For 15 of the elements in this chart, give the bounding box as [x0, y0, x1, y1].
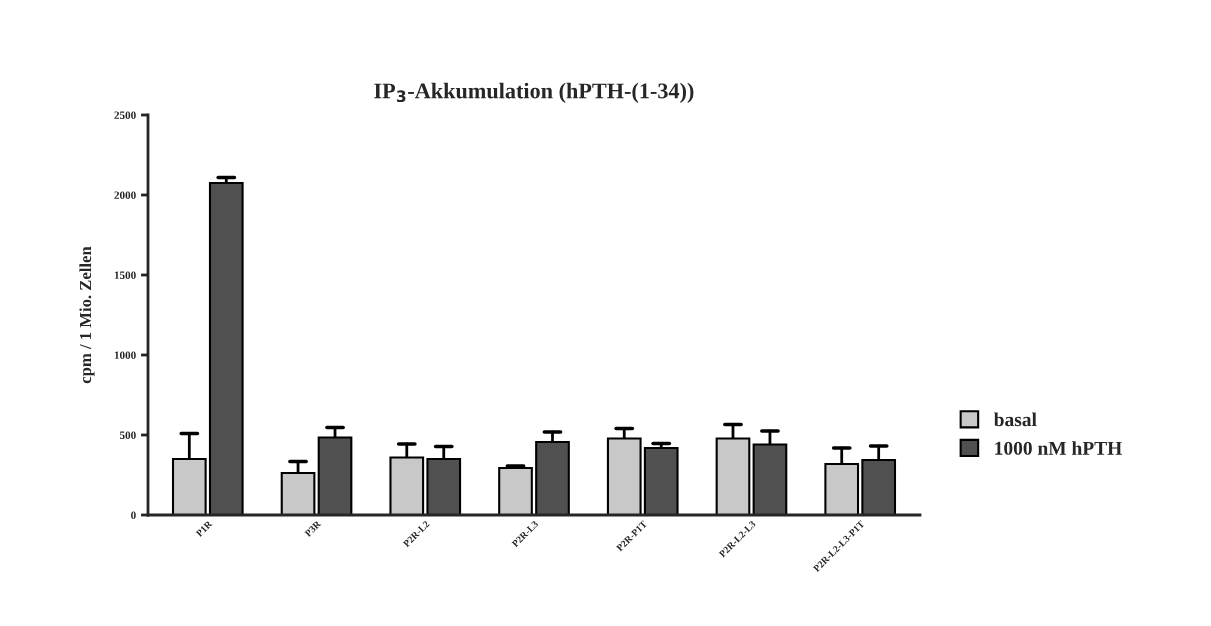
- x-tick-label: P1R: [195, 520, 213, 538]
- y-tick-label: 0: [131, 511, 136, 519]
- chart-title: IP$_{3}$-Akkumulation (hPTH-(1-34)): [374, 82, 694, 103]
- y-axis-title: cpm / 1 Mio. Zellen: [79, 246, 95, 384]
- bar: [643, 446, 679, 515]
- y-tick-label: 500: [119, 431, 136, 439]
- x-tick-label: P3R: [304, 520, 322, 538]
- y-tick-label: 2500: [114, 111, 136, 119]
- legend-label: basal: [993, 412, 1037, 427]
- y-tick-label: 2000: [114, 191, 136, 199]
- y-tick-label: 1000: [114, 351, 136, 359]
- bar: [208, 181, 244, 515]
- legend-label: 1000 nM hPTH: [995, 441, 1122, 455]
- y-tick-label: 1500: [114, 271, 136, 279]
- bar: [498, 466, 533, 515]
